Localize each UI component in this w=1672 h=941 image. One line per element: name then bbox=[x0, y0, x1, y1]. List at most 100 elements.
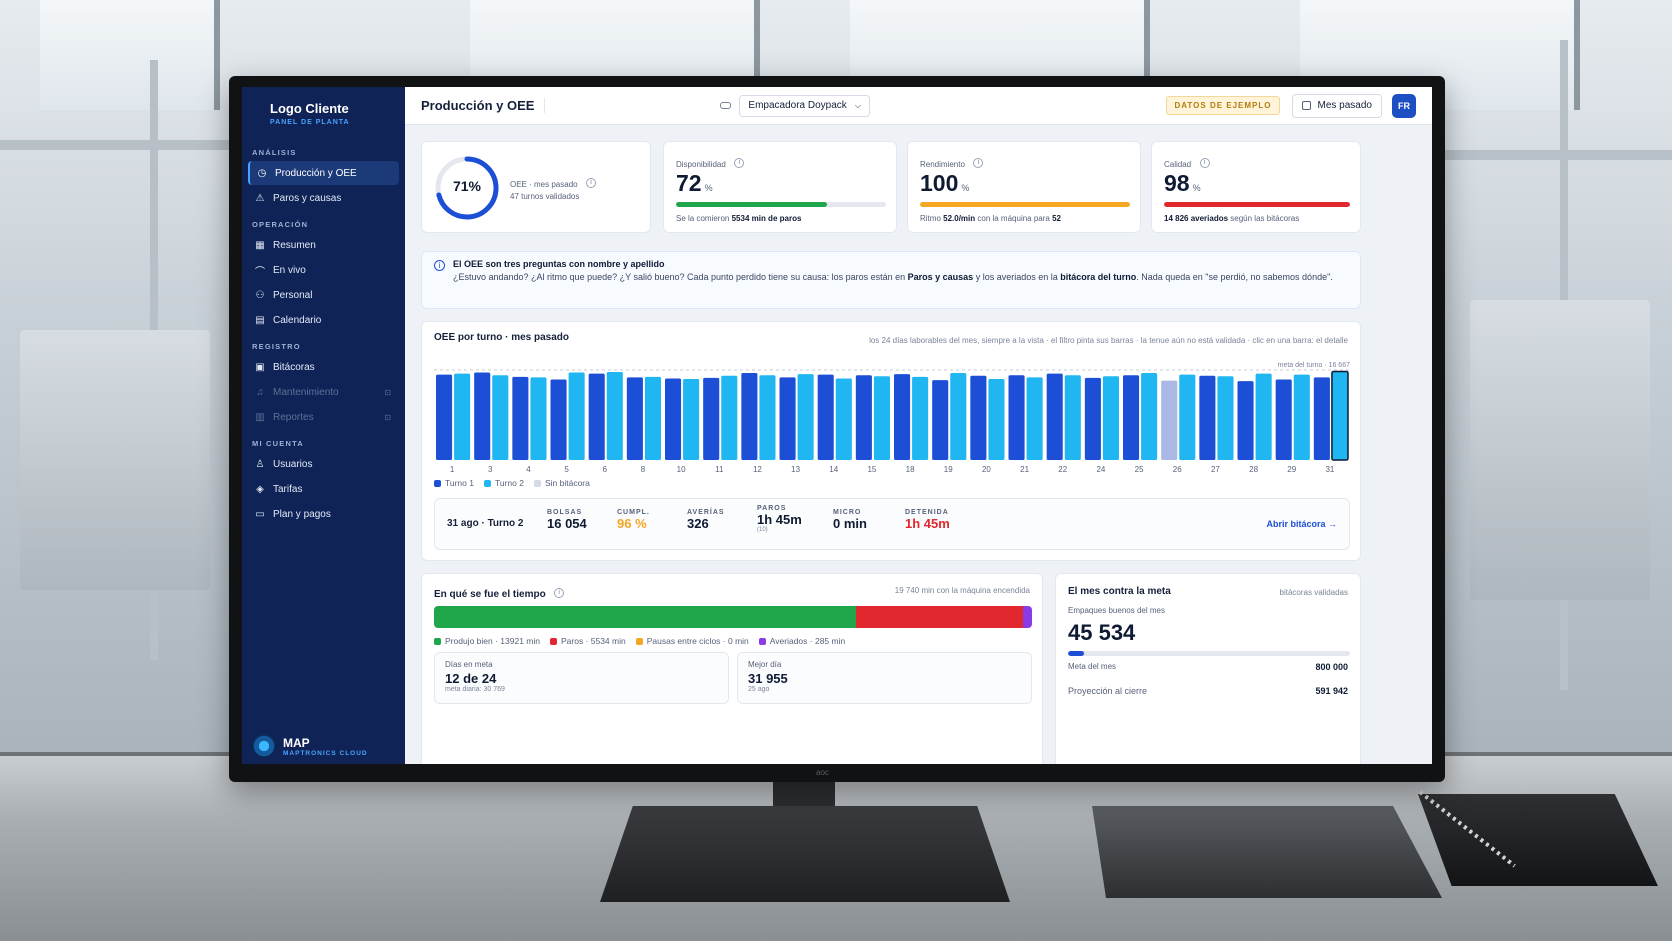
time-legend: Produjo bien · 13921 min Paros · 5534 min… bbox=[434, 636, 845, 646]
good-value: 45 534 bbox=[1068, 620, 1136, 645]
shift-bar[interactable] bbox=[1161, 380, 1178, 460]
shift-bar[interactable] bbox=[1046, 373, 1063, 460]
shift-bar[interactable] bbox=[912, 376, 929, 460]
shift-bar[interactable] bbox=[970, 375, 987, 460]
shift-bar[interactable] bbox=[1313, 377, 1330, 460]
best-sub: 25 ago bbox=[748, 686, 770, 693]
sidebar-item-tarifas[interactable]: ◈ Tarifas bbox=[248, 477, 399, 501]
shift-bar[interactable] bbox=[759, 375, 776, 460]
shift-bar[interactable] bbox=[797, 374, 814, 460]
stat-label: DETENIDA bbox=[905, 509, 949, 516]
kpi-bar-fill bbox=[920, 202, 1130, 207]
shift-bar[interactable] bbox=[568, 372, 585, 460]
tag-icon: ◈ bbox=[256, 483, 264, 495]
shift-bar[interactable] bbox=[492, 375, 509, 460]
shift-bar[interactable] bbox=[1275, 379, 1292, 460]
sidebar-item-personal[interactable]: ⚇ Personal bbox=[248, 283, 399, 307]
shift-bar[interactable] bbox=[855, 375, 872, 460]
stat-label: MICRO bbox=[833, 509, 862, 516]
time-legend-item: Produjo bien · 13921 min bbox=[434, 636, 540, 646]
sidebar-item-plan-y-pagos[interactable]: ▭ Plan y pagos bbox=[248, 502, 399, 526]
shift-bar[interactable] bbox=[1255, 373, 1272, 460]
sidebar-item-resumen[interactable]: ▦ Resumen bbox=[248, 233, 399, 257]
shift-bar[interactable] bbox=[779, 377, 796, 460]
shift-bar[interactable] bbox=[550, 379, 567, 460]
spiral-notebook bbox=[1418, 794, 1658, 886]
shift-bar[interactable] bbox=[644, 376, 661, 460]
x-tick-label: 27 bbox=[1211, 465, 1220, 474]
kpi-card-rendimiento: Rendimiento i 100% Ritmo 52.0/min con la… bbox=[907, 141, 1141, 233]
time-legend-item: Pausas entre ciclos · 0 min bbox=[635, 636, 749, 646]
stat-value: 96 % bbox=[617, 516, 647, 531]
x-tick-label: 26 bbox=[1173, 465, 1182, 474]
machine-select[interactable]: Empacadora Doypack ⌵ bbox=[739, 94, 870, 117]
sidebar-item-paros-y-causas[interactable]: ⚠ Paros y causas bbox=[248, 186, 399, 210]
kpi-label: Disponibilidad bbox=[676, 160, 726, 169]
goal-label: Meta del mes bbox=[1068, 662, 1117, 671]
shift-bar[interactable] bbox=[474, 372, 491, 460]
info-icon[interactable]: i bbox=[1199, 157, 1210, 168]
kpi-value: 100 bbox=[920, 170, 959, 196]
shift-bar[interactable] bbox=[988, 379, 1005, 460]
shift-bar[interactable] bbox=[1102, 376, 1119, 460]
shift-bar[interactable] bbox=[1199, 375, 1216, 460]
sidebar-item-en-vivo[interactable]: ⌒ En vivo bbox=[248, 258, 399, 282]
shift-bar[interactable] bbox=[1217, 376, 1234, 460]
info-icon[interactable]: i bbox=[973, 157, 984, 168]
shift-bar[interactable] bbox=[683, 379, 700, 460]
shift-bar[interactable] bbox=[530, 377, 547, 460]
shift-bar[interactable] bbox=[606, 371, 623, 460]
user-avatar[interactable]: FR bbox=[1392, 93, 1416, 118]
period-button[interactable]: Mes pasado bbox=[1291, 93, 1382, 118]
shift-bar[interactable] bbox=[1331, 370, 1349, 461]
info-icon[interactable]: i bbox=[554, 587, 565, 598]
shift-bar[interactable] bbox=[721, 375, 738, 460]
closed-laptop bbox=[1092, 806, 1442, 898]
shift-bar[interactable] bbox=[950, 373, 967, 460]
shift-bar[interactable] bbox=[588, 373, 605, 460]
shift-bar[interactable] bbox=[873, 376, 890, 460]
sidebar-item-calendario[interactable]: ▤ Calendario bbox=[248, 308, 399, 332]
shift-bar[interactable] bbox=[817, 374, 834, 460]
shift-bar[interactable] bbox=[703, 377, 720, 460]
shift-bar[interactable] bbox=[835, 378, 852, 460]
kpi-unit: % bbox=[704, 183, 713, 193]
monitor-stand-base bbox=[600, 806, 1010, 902]
shift-bar[interactable] bbox=[1026, 377, 1043, 460]
legend-swatch bbox=[533, 480, 541, 488]
stat-value: 1h 45m bbox=[757, 512, 802, 527]
info-icon[interactable]: i bbox=[734, 157, 745, 168]
shift-bar[interactable] bbox=[741, 373, 758, 460]
shift-bar[interactable] bbox=[1064, 375, 1081, 460]
shift-bar[interactable] bbox=[1008, 375, 1025, 460]
shift-bar[interactable] bbox=[665, 378, 682, 460]
shift-bar[interactable] bbox=[1237, 381, 1254, 460]
shift-bar[interactable] bbox=[894, 374, 911, 460]
sidebar-item-reportes[interactable]: ▥ Reportes ⊡ bbox=[248, 405, 399, 429]
info-icon[interactable]: i bbox=[586, 177, 597, 188]
shift-bar[interactable] bbox=[436, 374, 453, 460]
x-tick-label: 15 bbox=[867, 465, 876, 474]
shift-bar[interactable] bbox=[512, 376, 529, 460]
open-log-link[interactable]: Abrir bitácora → bbox=[1266, 519, 1337, 529]
shift-bar[interactable] bbox=[1141, 373, 1158, 460]
sidebar-item-bitácoras[interactable]: ▣ Bitácoras bbox=[248, 355, 399, 379]
shift-bar[interactable] bbox=[1084, 377, 1101, 460]
shift-bar[interactable] bbox=[626, 377, 643, 460]
shift-bar[interactable] bbox=[1293, 374, 1310, 460]
sidebar-item-mantenimiento[interactable]: ♫ Mantenimiento ⊡ bbox=[248, 380, 399, 404]
sidebar-item-usuarios[interactable]: ♙ Usuarios bbox=[248, 452, 399, 476]
pipe bbox=[1445, 150, 1672, 160]
info-circle-icon: i bbox=[434, 260, 445, 271]
grid-icon: ▦ bbox=[255, 239, 265, 251]
shift-bar[interactable] bbox=[1123, 375, 1140, 460]
chart-title: OEE por turno · mes pasado bbox=[434, 332, 570, 343]
shift-bar[interactable] bbox=[454, 373, 471, 460]
sidebar-item-producción-y-oee[interactable]: ◷ Producción y OEE bbox=[248, 161, 399, 185]
kpi-footnote: 14 826 averiados según las bitácoras bbox=[1164, 214, 1300, 223]
stat-label: CUMPL. bbox=[617, 509, 650, 516]
shift-bar[interactable] bbox=[1179, 374, 1196, 460]
goal-progress-fill bbox=[1068, 651, 1085, 656]
shift-bar[interactable] bbox=[932, 380, 949, 460]
x-tick-label: 4 bbox=[526, 465, 531, 474]
